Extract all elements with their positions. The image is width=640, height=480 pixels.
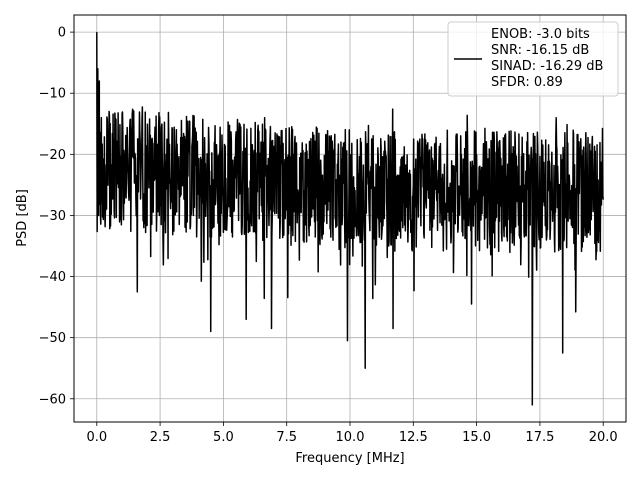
y-tick-label: −10: [39, 87, 66, 102]
plot-area: [96, 32, 604, 406]
series-line: [96, 32, 604, 406]
legend-entry-sinad: SINAD: -16.29 dB: [491, 59, 603, 74]
x-tick-label: 0.0: [86, 430, 107, 445]
legend: ENOB: -3.0 bits SNR: -16.15 dB SINAD: -1…: [447, 21, 619, 97]
y-tick-label: 0: [58, 26, 66, 41]
x-tick-label: 2.5: [150, 430, 171, 445]
legend-entry-sfdr: SFDR: 0.89: [491, 75, 563, 90]
legend-entry-enob: ENOB: -3.0 bits: [491, 27, 590, 42]
y-axis-label: PSD [dB]: [15, 189, 30, 247]
y-tick-label: −20: [39, 148, 66, 163]
y-tick-label: −50: [39, 331, 66, 346]
y-axis-ticks: 0 −10 −20 −30 −40 −50 −60: [39, 26, 74, 407]
x-tick-label: 17.5: [525, 430, 554, 445]
x-tick-label: 5.0: [213, 430, 234, 445]
x-tick-label: 15.0: [462, 430, 491, 445]
x-axis-label: Frequency [MHz]: [295, 451, 404, 466]
y-tick-label: −40: [39, 270, 66, 285]
x-tick-label: 10.0: [336, 430, 365, 445]
legend-entry-snr: SNR: -16.15 dB: [491, 43, 589, 58]
x-tick-label: 12.5: [399, 430, 428, 445]
legend-box: [447, 21, 619, 97]
x-tick-label: 7.5: [276, 430, 297, 445]
x-axis-ticks: 0.0 2.5 5.0 7.5 10.0 12.5 15.0 17.5 20.0: [86, 422, 618, 445]
y-tick-label: −30: [39, 209, 66, 224]
x-tick-label: 20.0: [589, 430, 618, 445]
y-tick-label: −60: [39, 392, 66, 407]
